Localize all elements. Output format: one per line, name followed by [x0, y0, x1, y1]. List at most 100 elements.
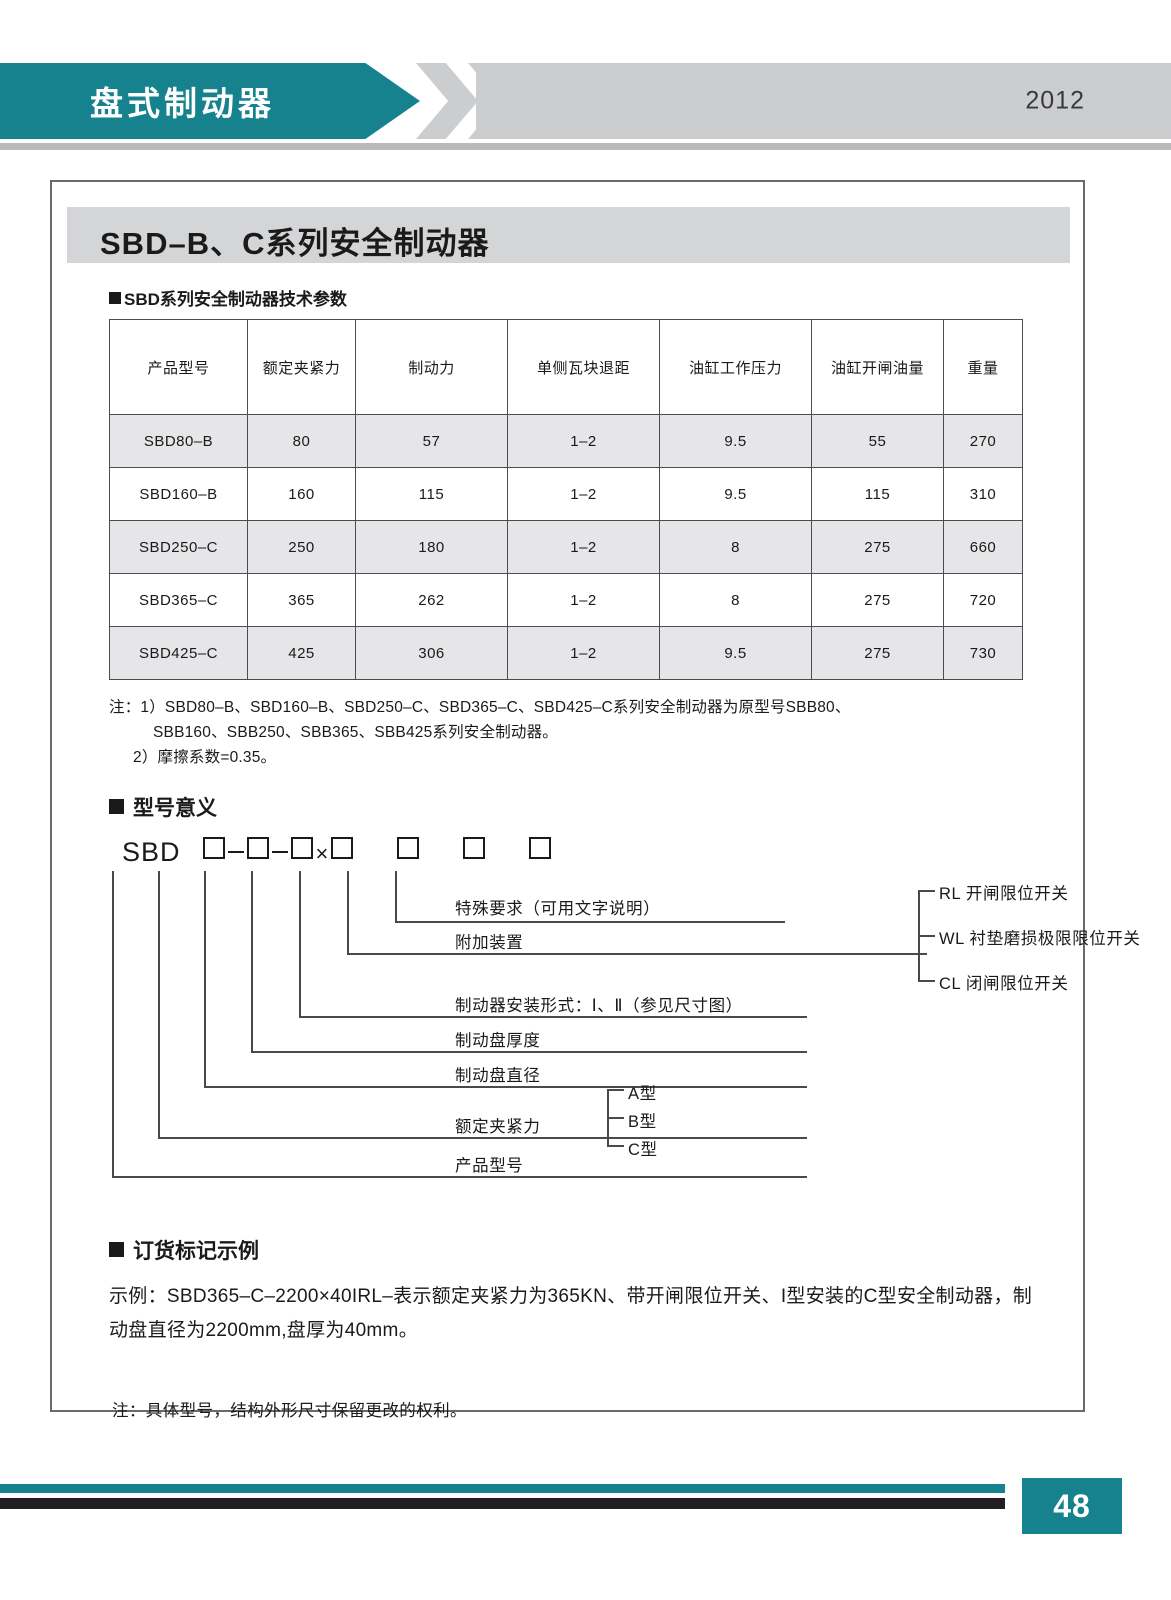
cell-pressure: 8 [659, 573, 812, 627]
page-title: SBD–B、C系列安全制动器 [100, 226, 490, 261]
note-line-3: 2）摩擦系数=0.35。 [133, 749, 277, 766]
cell-weight: 730 [943, 626, 1023, 680]
leader-v-clamping [158, 871, 160, 1137]
cell-brakeforce: 306 [355, 626, 508, 680]
code-box-1 [202, 837, 225, 859]
cell-weight: 270 [943, 414, 1023, 468]
cell-retract: 1–2 [507, 626, 660, 680]
leader-h-special [395, 921, 785, 923]
cell-oilvolume: 275 [811, 573, 944, 627]
header-chevron-icon-1 [416, 63, 478, 139]
label-switch-rl: RL 开闸限位开关 [939, 885, 1069, 903]
col-header-1: 额定夹紧力 [247, 319, 356, 415]
col-header-4: 油缸工作压力 [659, 319, 812, 415]
cell-brakeforce: 115 [355, 467, 508, 521]
leader-h-product [112, 1176, 807, 1178]
col-header-0: 产品型号 [109, 319, 248, 415]
leader-h-mounting [299, 1016, 807, 1018]
code-dash-1 [227, 851, 244, 853]
cell-pressure: 8 [659, 520, 812, 574]
type-bracket-tick-a [607, 1089, 624, 1091]
cell-clamp: 425 [247, 626, 356, 680]
leader-v-attachment [347, 871, 349, 953]
col-header-3: 单侧瓦块退距 [507, 319, 660, 415]
code-dash-2 [271, 851, 288, 853]
model-code-prefix: SBD [122, 837, 181, 867]
table-row: SBD365–C 365 262 1–2 8 275 720 [109, 573, 1023, 627]
cell-retract: 1–2 [507, 573, 660, 627]
label-special-requirement: 特殊要求（可用文字说明） [455, 900, 661, 918]
order-example-line-2: 动盘直径为2200mm,盘厚为40mm。 [109, 1320, 418, 1341]
label-type-c: C型 [628, 1141, 658, 1159]
leader-v-thickness [251, 871, 253, 1051]
model-code-heading-label: 型号意义 [133, 797, 217, 820]
order-example-heading: 订货标记示例 [109, 1235, 259, 1265]
cell-retract: 1–2 [507, 520, 660, 574]
cell-oilvolume: 115 [811, 467, 944, 521]
leader-h-clamping [158, 1137, 807, 1139]
code-box-5 [397, 837, 420, 859]
table-notes: 注：1）SBD80–B、SBD160–B、SBD250–C、SBD365–C、S… [109, 695, 851, 770]
order-example-heading-label: 订货标记示例 [133, 1240, 259, 1263]
label-disc-thickness: 制动盘厚度 [455, 1032, 541, 1050]
table-heading-label: SBD系列安全制动器技术参数 [124, 290, 347, 309]
code-box-6 [463, 837, 486, 859]
table-heading: SBD系列安全制动器技术参数 [109, 285, 347, 310]
cell-brakeforce: 57 [355, 414, 508, 468]
cell-clamp: 250 [247, 520, 356, 574]
label-mounting-type: 制动器安装形式：Ⅰ、Ⅱ（参见尺寸图） [455, 997, 743, 1015]
col-header-2: 制动力 [355, 319, 508, 415]
table-row: SBD80–B 80 57 1–2 9.5 55 270 [109, 414, 1023, 468]
leader-h-thickness [251, 1051, 807, 1053]
bullet-square-icon [109, 292, 121, 304]
code-box-7 [529, 837, 552, 859]
code-multiply-icon: × [315, 841, 329, 866]
switch-bracket-tick-cl [918, 980, 935, 982]
col-header-6: 重量 [943, 319, 1023, 415]
header-teal-arrow: 盘式制动器 [0, 63, 420, 139]
bullet-square-icon [109, 1242, 124, 1257]
cell-brakeforce: 180 [355, 520, 508, 574]
footer-dark-rule [0, 1498, 1005, 1509]
cell-retract: 1–2 [507, 467, 660, 521]
cell-clamp: 80 [247, 414, 356, 468]
cell-oilvolume: 275 [811, 520, 944, 574]
cell-weight: 310 [943, 467, 1023, 521]
cell-model: SBD425–C [109, 626, 248, 680]
label-attachment: 附加装置 [455, 934, 524, 952]
label-product-model: 产品型号 [455, 1157, 524, 1175]
cell-pressure: 9.5 [659, 414, 812, 468]
leader-v-mounting [299, 871, 301, 1016]
col-header-5: 油缸开闸油量 [811, 319, 944, 415]
header-gray-bar [476, 63, 1171, 139]
cell-pressure: 9.5 [659, 467, 812, 521]
label-type-b: B型 [628, 1113, 657, 1131]
content-panel: SBD–B、C系列安全制动器 SBD系列安全制动器技术参数 产品型号 额定夹紧力… [50, 180, 1140, 1420]
model-code-heading: 型号意义 [109, 792, 217, 822]
label-disc-diameter: 制动盘直径 [455, 1067, 541, 1085]
bullet-square-icon [109, 799, 124, 814]
table-row: SBD160–B 160 115 1–2 9.5 115 310 [109, 467, 1023, 521]
switch-bracket-tick-rl [918, 890, 935, 892]
cell-retract: 1–2 [507, 414, 660, 468]
cell-pressure: 9.5 [659, 626, 812, 680]
leader-v-product [112, 871, 114, 1176]
cell-weight: 720 [943, 573, 1023, 627]
header-underline [0, 143, 1171, 150]
model-code-diagram: SBD × 特殊要求（可用文字说明） 附 [52, 837, 1140, 1237]
header-year: 2012 [1025, 86, 1085, 115]
label-switch-cl: CL 闭闸限位开关 [939, 975, 1069, 993]
code-box-3 [290, 837, 313, 859]
type-bracket-tick-c [607, 1145, 624, 1147]
order-example-line-1: 示例：SBD365–C–2200×40IRL–表示额定夹紧力为365KN、带开闸… [109, 1286, 1033, 1307]
section-title-bar [67, 207, 1070, 263]
cell-clamp: 365 [247, 573, 356, 627]
footer-teal-rule [0, 1484, 1005, 1493]
cell-model: SBD80–B [109, 414, 248, 468]
cell-weight: 660 [943, 520, 1023, 574]
spec-table: 产品型号 额定夹紧力 制动力 单侧瓦块退距 油缸工作压力 油缸开闸油量 重量 S… [109, 319, 1023, 680]
cell-model: SBD160–B [109, 467, 248, 521]
cell-model: SBD250–C [109, 520, 248, 574]
leader-v-diameter [204, 871, 206, 1086]
